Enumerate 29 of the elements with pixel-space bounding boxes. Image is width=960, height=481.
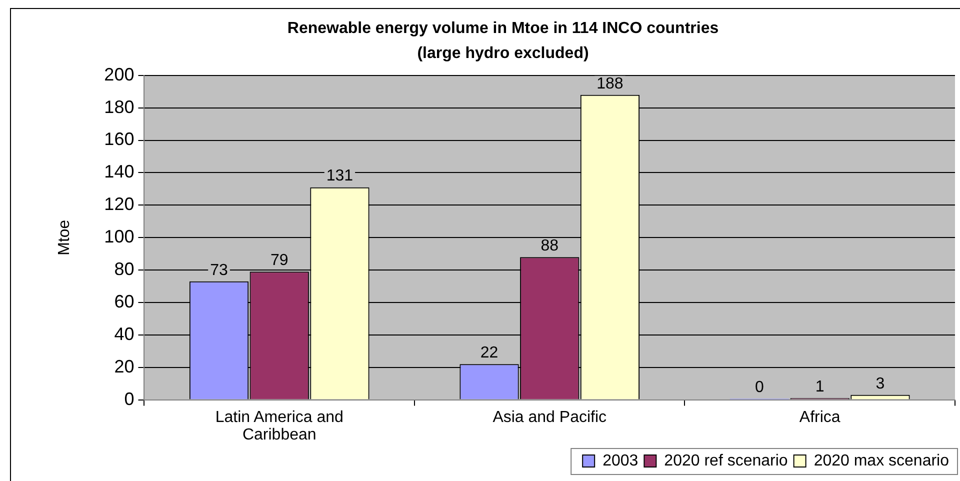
legend-label: 2003 — [602, 452, 638, 470]
x-tick-label: Latin America and Caribbean — [215, 409, 344, 444]
y-tick-label: 80 — [114, 259, 134, 280]
data-label: 188 — [596, 75, 624, 92]
data-label: 3 — [876, 375, 885, 392]
chart-title: Renewable energy volume in Mtoe in 114 INCO countries — [287, 20, 719, 38]
y-tick-label: 180 — [104, 96, 134, 117]
data-label: 73 — [210, 262, 228, 279]
data-label: 1 — [815, 378, 824, 396]
y-axis-title: Mtoe — [56, 220, 74, 256]
y-tick-label: 200 — [104, 64, 134, 84]
y-tick-label: 40 — [114, 324, 134, 344]
data-label: 22 — [480, 344, 498, 362]
x-tick-label: Asia and Pacific — [492, 409, 607, 426]
y-tick-label: 60 — [114, 291, 134, 312]
y-tick-label: 140 — [104, 162, 134, 182]
y-tick-label: 120 — [104, 194, 134, 214]
data-label: 131 — [326, 168, 354, 185]
y-tick-label: 20 — [114, 356, 134, 376]
legend-label: 2020 ref scenario — [664, 452, 788, 470]
chart-subtitle: (large hydro excluded) — [417, 45, 589, 62]
y-tick-label: 160 — [104, 129, 134, 150]
data-label: 0 — [755, 379, 764, 396]
legend-label: 2020 max scenario — [814, 452, 950, 470]
x-tick-label: Africa — [799, 409, 840, 426]
data-label: 79 — [270, 252, 288, 270]
y-tick-label: 100 — [104, 226, 134, 247]
y-tick-label: 0 — [124, 388, 134, 409]
data-label: 88 — [540, 237, 559, 254]
